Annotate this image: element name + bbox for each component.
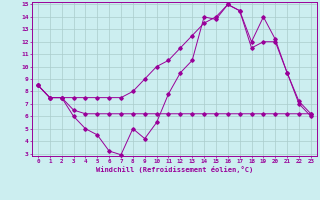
X-axis label: Windchill (Refroidissement éolien,°C): Windchill (Refroidissement éolien,°C) [96,166,253,173]
